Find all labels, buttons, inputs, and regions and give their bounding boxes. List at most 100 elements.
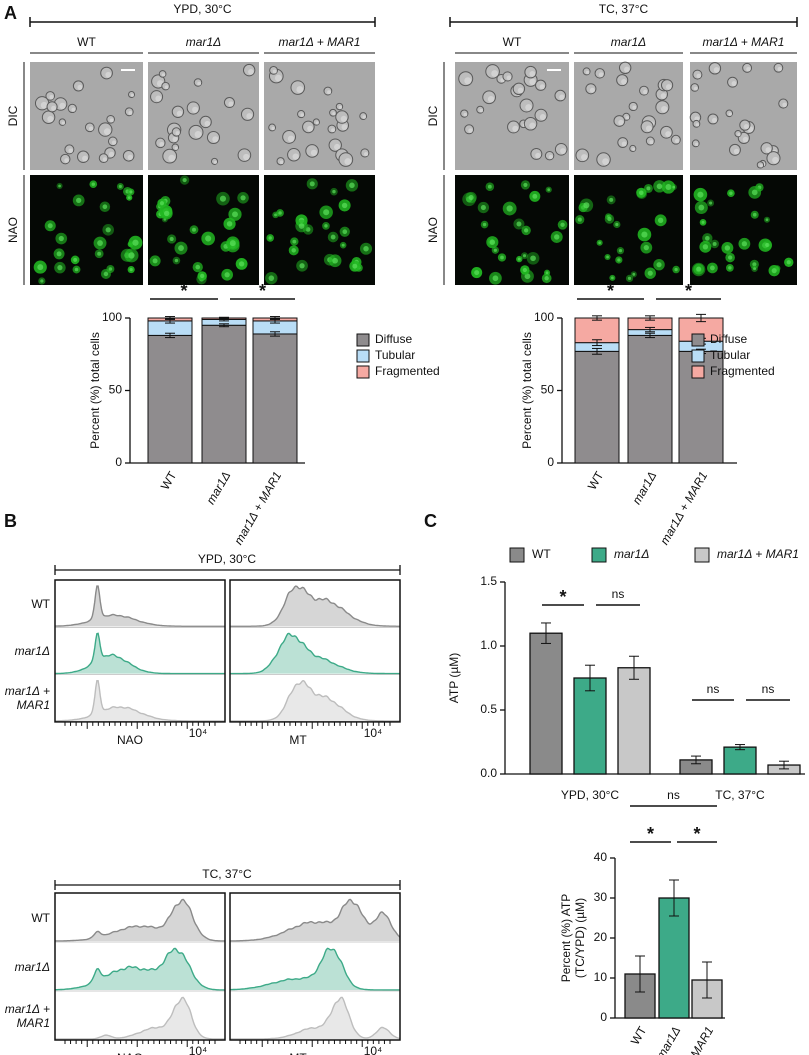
error-bar <box>592 347 602 355</box>
x-tick-label: mar1Δ <box>654 1024 684 1055</box>
cell-core <box>169 236 174 242</box>
cell-core <box>268 236 272 240</box>
cell-highlight <box>130 93 134 97</box>
cell-core <box>352 263 358 269</box>
cell-core <box>544 276 549 281</box>
y-axis-label: Percent (%) ATP <box>559 894 573 982</box>
cell-core <box>492 275 499 282</box>
cell-core <box>332 257 338 264</box>
cell-core <box>349 182 355 189</box>
cell-highlight <box>344 158 352 166</box>
cell-core <box>76 197 82 204</box>
error-bar <box>270 331 280 337</box>
cell-core <box>37 264 44 271</box>
histogram-line <box>230 632 400 675</box>
y-tick-label: 100 <box>534 310 554 324</box>
cell-core <box>91 182 96 186</box>
legend-label: Diffuse <box>375 332 412 346</box>
cell-core <box>523 228 529 233</box>
cell-highlight <box>665 84 672 90</box>
bar-segment <box>147 334 193 464</box>
cell-core <box>712 241 717 246</box>
legend-label: Fragmented <box>710 364 775 378</box>
x-tick-label: TC, 37°C <box>715 788 765 802</box>
error-bar <box>702 961 712 999</box>
cell-highlight <box>340 115 347 123</box>
histogram-fill <box>230 997 400 1039</box>
strain-label: mar1Δ <box>186 35 221 49</box>
cell-highlight <box>128 110 133 115</box>
cell-core <box>606 255 609 259</box>
cell-highlight <box>696 73 702 79</box>
row-label: NAO <box>426 217 440 243</box>
cell-core <box>523 182 528 188</box>
y-tick-label: 50 <box>109 383 123 397</box>
cell-highlight <box>108 151 115 158</box>
cell-core <box>102 204 108 210</box>
cell-highlight <box>40 101 48 109</box>
cell-highlight <box>331 128 336 133</box>
cell-highlight <box>772 156 779 164</box>
cell-core <box>182 177 187 183</box>
legend-swatch <box>356 333 370 347</box>
y-tick-label: 1.5 <box>480 574 497 588</box>
x-tick-label: mar1Δ <box>630 469 660 507</box>
cell-core <box>753 267 757 271</box>
y-tick-label: 0.0 <box>480 766 497 780</box>
cell-core <box>705 235 710 241</box>
x-exponent-label: 10⁴ <box>364 1044 383 1055</box>
histogram-fill <box>230 899 400 941</box>
cell-highlight <box>782 102 787 108</box>
histogram-fill <box>55 997 225 1039</box>
row-label: mar1Δ <box>14 643 50 658</box>
cell-highlight <box>695 142 699 147</box>
dic-image <box>455 62 569 170</box>
cell-core <box>363 246 369 252</box>
cell-core <box>618 249 623 253</box>
cell-core <box>174 258 179 263</box>
histogram-line <box>230 679 400 722</box>
y-tick-label: 40 <box>594 850 608 864</box>
error-bar <box>779 760 789 770</box>
y-tick-label: 30 <box>594 890 608 904</box>
cell-core <box>97 251 102 256</box>
y-tick-label: 100 <box>102 310 122 324</box>
cell-core <box>647 270 653 276</box>
cell-highlight <box>88 126 94 131</box>
image-bg <box>455 175 569 285</box>
cell-highlight <box>332 112 336 116</box>
cell-core <box>522 267 527 273</box>
significance-label: ns <box>762 682 775 696</box>
histogram-line <box>230 996 401 1040</box>
cell-highlight <box>228 101 234 107</box>
x-axis-label: MT <box>289 1051 307 1055</box>
cell-highlight <box>271 126 275 131</box>
cell-highlight <box>338 105 343 110</box>
cell-highlight <box>175 131 180 136</box>
significance-label: ns <box>612 587 625 601</box>
cell-highlight <box>585 70 590 75</box>
cell-highlight <box>172 136 178 142</box>
cell-core <box>341 243 345 247</box>
cell-core <box>517 257 521 261</box>
dic-image <box>148 62 259 170</box>
cell-highlight <box>300 113 304 117</box>
cell-highlight <box>64 158 70 163</box>
cell-highlight <box>624 66 630 73</box>
strain-label: mar1Δ + MAR1 <box>703 35 785 49</box>
cell-highlight <box>464 77 472 85</box>
cell-highlight <box>632 105 637 110</box>
cell-highlight <box>711 117 717 123</box>
cell-core <box>292 239 297 244</box>
error-bar <box>165 316 175 320</box>
cell-core <box>103 271 109 277</box>
cell-highlight <box>535 152 541 159</box>
legend-swatch <box>591 547 607 563</box>
y-tick-label: 0.5 <box>480 702 497 716</box>
cell-highlight <box>645 125 652 132</box>
cell-core <box>291 248 296 253</box>
legend-swatch <box>694 547 710 563</box>
cell-highlight <box>279 160 284 165</box>
